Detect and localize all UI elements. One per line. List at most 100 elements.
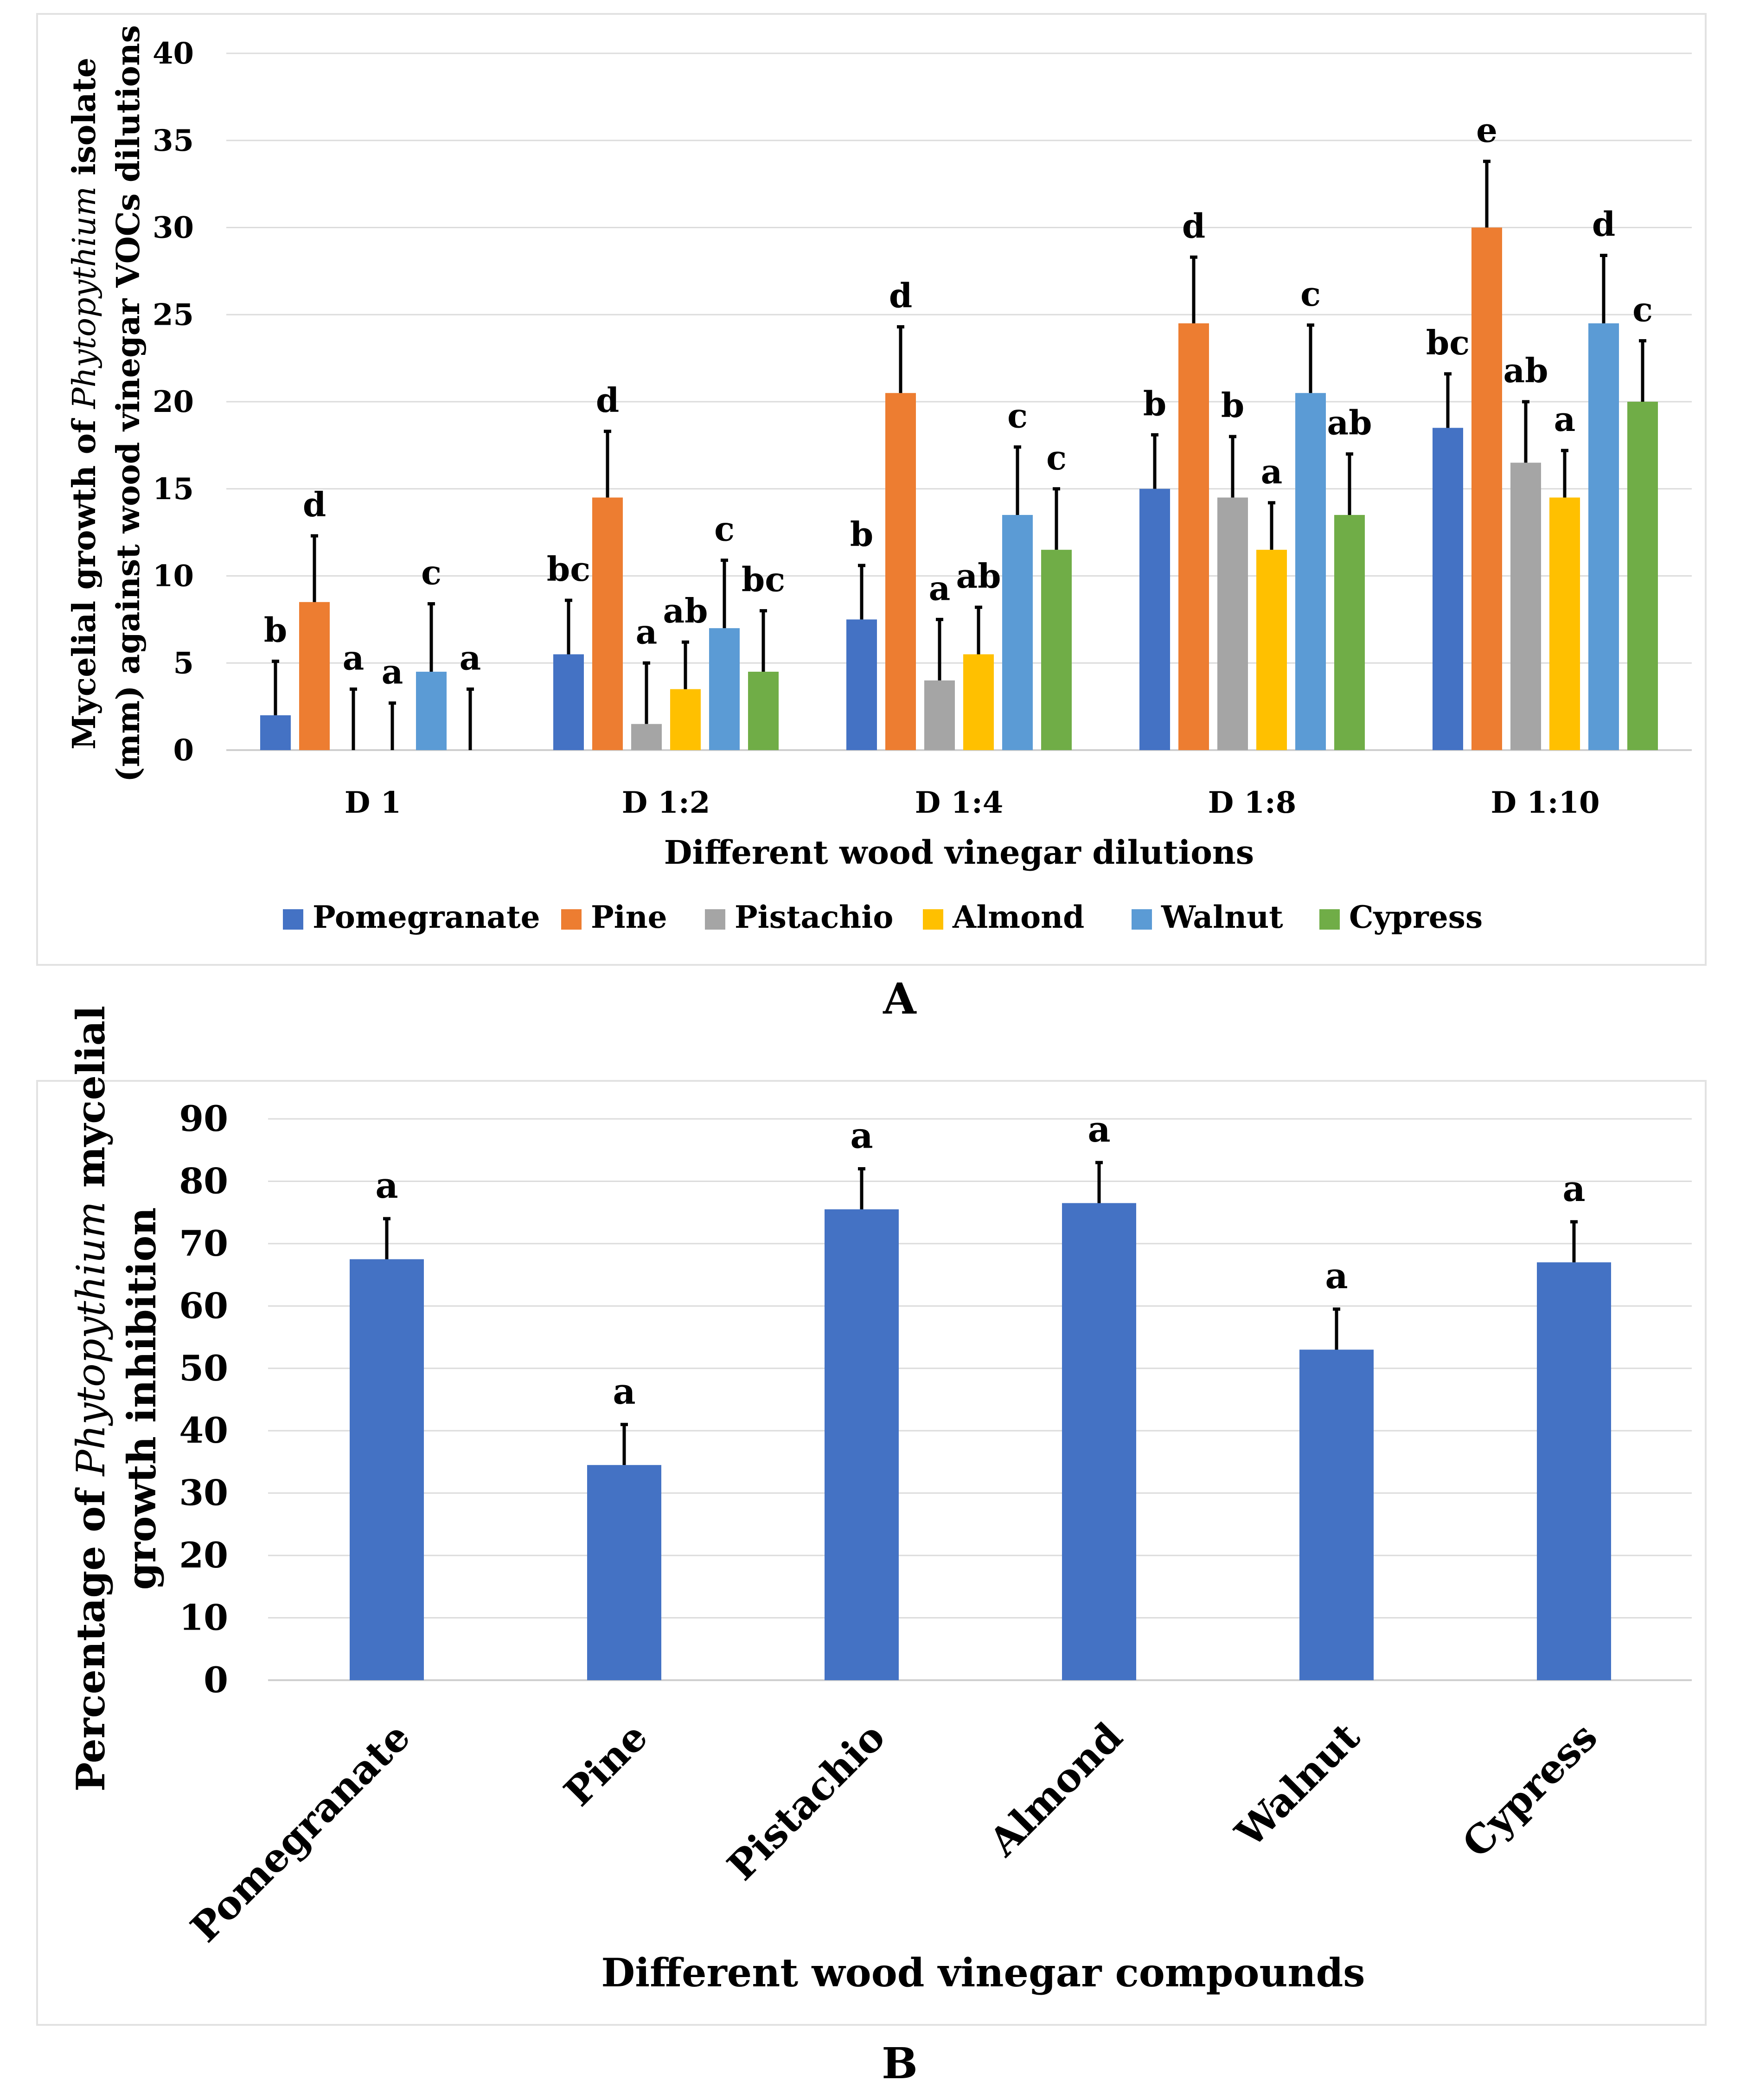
y-tick-label: 40 bbox=[179, 1410, 228, 1451]
bar bbox=[592, 497, 623, 750]
x-tick-label: D 1:10 bbox=[1491, 785, 1600, 820]
significance-label: ab bbox=[1327, 403, 1372, 443]
significance-label: e bbox=[1476, 110, 1497, 150]
significance-label: ab bbox=[1503, 351, 1548, 390]
y-tick-label: 35 bbox=[153, 123, 194, 158]
legend-label: Pine bbox=[591, 899, 667, 935]
bar bbox=[670, 689, 701, 750]
bar bbox=[1627, 402, 1658, 750]
legend-swatch bbox=[1319, 909, 1340, 930]
significance-label: a bbox=[375, 1165, 398, 1206]
significance-label: a bbox=[460, 638, 481, 678]
y-axis-title-part: mycelial bbox=[68, 1006, 114, 1201]
bar bbox=[1471, 227, 1502, 750]
bar bbox=[553, 654, 584, 750]
y-axis-title-italic: Phytopythium bbox=[66, 186, 103, 410]
x-axis-title: Different wood vinegar dilutions bbox=[664, 833, 1254, 872]
significance-label: ab bbox=[663, 591, 708, 630]
significance-label: d bbox=[1182, 206, 1205, 245]
significance-label: a bbox=[343, 638, 365, 678]
significance-label: d bbox=[303, 485, 326, 524]
bar bbox=[1002, 515, 1033, 750]
significance-label: c bbox=[1046, 438, 1067, 477]
legend-label: Walnut bbox=[1161, 899, 1283, 935]
bar bbox=[416, 672, 447, 750]
significance-label: a bbox=[636, 612, 658, 651]
significance-label: ab bbox=[956, 556, 1001, 596]
bar bbox=[1139, 488, 1170, 750]
legend-swatch bbox=[923, 909, 943, 930]
bar bbox=[963, 654, 994, 750]
bar bbox=[1062, 1203, 1136, 1680]
bar bbox=[299, 602, 330, 750]
bar bbox=[709, 628, 740, 750]
y-tick-label: 0 bbox=[173, 733, 194, 768]
bar bbox=[1510, 462, 1541, 750]
bar bbox=[1178, 323, 1209, 750]
bar bbox=[260, 715, 291, 750]
significance-label: a bbox=[1554, 399, 1576, 439]
bar bbox=[1433, 428, 1463, 750]
y-axis-title: Mycelial growth of Phytopythium isolate bbox=[66, 58, 103, 750]
bar bbox=[1549, 497, 1580, 750]
bar bbox=[1041, 550, 1072, 750]
bar bbox=[587, 1465, 661, 1680]
y-tick-label: 0 bbox=[204, 1659, 228, 1701]
y-axis-title-italic: Phytopythium bbox=[68, 1201, 114, 1477]
bar bbox=[825, 1209, 899, 1680]
significance-label: b bbox=[850, 514, 873, 554]
significance-label: d bbox=[889, 276, 912, 315]
significance-label: b bbox=[1221, 385, 1244, 425]
y-tick-label: 30 bbox=[153, 211, 194, 245]
significance-label: a bbox=[1325, 1255, 1348, 1297]
bar bbox=[1334, 515, 1365, 750]
x-axis-title: Different wood vinegar compounds bbox=[601, 1950, 1365, 1996]
bar bbox=[1256, 550, 1287, 750]
significance-label: a bbox=[929, 568, 951, 608]
y-tick-label: 25 bbox=[153, 297, 194, 332]
y-axis-title-line2: growth inhibition bbox=[119, 1207, 165, 1590]
y-axis-title-part: isolate bbox=[66, 58, 103, 186]
significance-label: a bbox=[850, 1115, 873, 1156]
chart-b: 0102030405060708090aPomegranateaPineaPis… bbox=[36, 1006, 1707, 2088]
y-tick-label: 20 bbox=[179, 1535, 228, 1576]
significance-label: a bbox=[1261, 452, 1283, 491]
x-tick-label: D 1:2 bbox=[622, 785, 710, 820]
y-tick-label: 5 bbox=[173, 646, 194, 681]
bar bbox=[1295, 393, 1326, 750]
y-axis-title: Percentage of Phytopythium mycelial bbox=[68, 1006, 114, 1792]
significance-label: c bbox=[1007, 396, 1028, 436]
significance-label: b bbox=[264, 610, 287, 649]
bar bbox=[748, 672, 779, 750]
bar bbox=[924, 680, 955, 750]
y-tick-label: 20 bbox=[153, 385, 194, 419]
significance-label: c bbox=[1300, 274, 1321, 314]
legend-swatch bbox=[1132, 909, 1152, 930]
panel-label-b: B bbox=[882, 2038, 918, 2088]
legend-label: Almond bbox=[952, 899, 1084, 935]
y-tick-label: 40 bbox=[153, 36, 194, 71]
y-tick-label: 10 bbox=[153, 559, 194, 594]
significance-label: d bbox=[1592, 205, 1615, 244]
legend-swatch bbox=[705, 909, 725, 930]
y-tick-label: 15 bbox=[153, 472, 194, 507]
panel-label-a: A bbox=[883, 974, 917, 1024]
legend-label: Pomegranate bbox=[313, 899, 540, 935]
significance-label: a bbox=[613, 1371, 635, 1412]
significance-label: b bbox=[1143, 384, 1166, 423]
y-axis-title-line2: (mm) against wood vinegar VOCs dilutions bbox=[110, 25, 147, 782]
legend-label: Cypress bbox=[1349, 899, 1483, 935]
bar bbox=[885, 393, 916, 750]
significance-label: bc bbox=[742, 560, 785, 599]
bar bbox=[1217, 497, 1248, 750]
legend-swatch bbox=[283, 909, 303, 930]
significance-label: a bbox=[382, 652, 403, 692]
x-tick-label: D 1 bbox=[345, 785, 401, 820]
y-tick-label: 60 bbox=[179, 1285, 228, 1326]
significance-label: c bbox=[714, 509, 735, 549]
significance-label: a bbox=[1088, 1109, 1110, 1150]
bar bbox=[631, 724, 662, 750]
significance-label: c bbox=[421, 553, 441, 592]
significance-label: c bbox=[1632, 290, 1653, 329]
